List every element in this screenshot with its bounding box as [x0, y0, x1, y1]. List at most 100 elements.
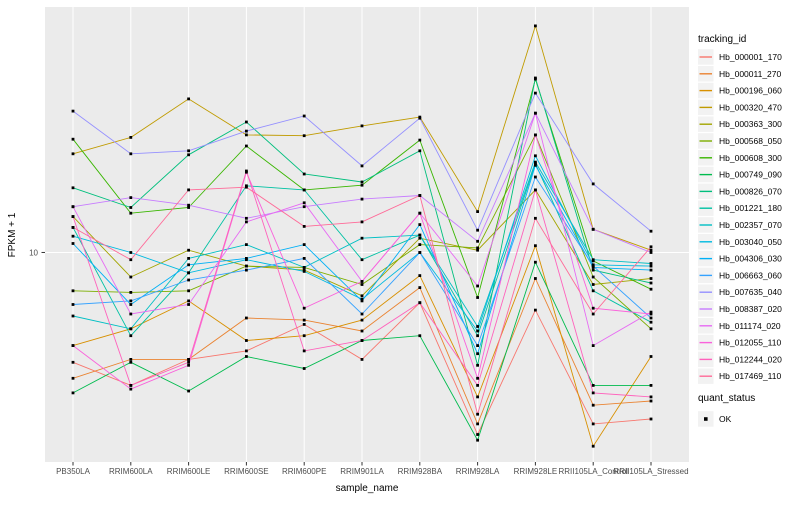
data-points: [71, 24, 653, 448]
data-point-Hb_007635_040: [71, 109, 75, 113]
x-tick-label: RRIM928LA: [456, 467, 500, 476]
data-point-Hb_006663_060: [591, 264, 595, 268]
legend-item-label: Hb_002357_070: [719, 220, 782, 230]
data-point-Hb_007635_040: [418, 116, 422, 120]
legend-quant-status: [698, 411, 714, 427]
data-point-Hb_000196_060: [534, 244, 537, 248]
data-point-Hb_000001_170: [534, 308, 537, 312]
legend-item-Hb_000001_170: Hb_000001_170: [698, 49, 782, 65]
data-point-Hb_004306_030: [360, 299, 364, 303]
data-point-Hb_008387_020: [129, 196, 133, 199]
data-point-Hb_002357_070: [302, 266, 306, 269]
y-axis-title: FPKM + 1: [7, 212, 18, 257]
legend-item-label: Hb_006663_060: [719, 270, 782, 280]
data-point-Hb_007635_040: [476, 228, 479, 232]
data-point-Hb_017469_110: [71, 226, 75, 229]
data-point-Hb_000568_050: [360, 283, 364, 286]
data-point-Hb_000363_300: [476, 248, 479, 252]
data-point-Hb_001221_180: [591, 289, 595, 293]
data-point-Hb_001221_180: [649, 320, 653, 324]
data-point-Hb_000001_170: [649, 417, 653, 421]
data-point-Hb_000363_300: [187, 248, 190, 252]
legend-item-Hb_000363_300: Hb_000363_300: [698, 116, 782, 132]
data-point-Hb_000568_050: [591, 275, 595, 279]
data-point-Hb_003040_050: [649, 264, 653, 268]
legend-item-Hb_000320_470: Hb_000320_470: [698, 99, 782, 116]
data-point-Hb_000568_050: [649, 327, 653, 331]
data-point-Hb_004306_030: [476, 352, 479, 356]
x-axis-title: sample_name: [336, 483, 399, 494]
data-point-Hb_006663_060: [71, 303, 75, 306]
data-point-Hb_011174_020: [476, 284, 479, 288]
data-point-Hb_007635_040: [360, 164, 364, 168]
data-point-Hb_000608_300: [476, 296, 479, 299]
data-point-Hb_000196_060: [649, 355, 653, 358]
legend-item-label: Hb_000826_070: [719, 186, 782, 196]
data-point-Hb_017469_110: [360, 220, 364, 224]
data-point-Hb_002357_070: [476, 325, 479, 328]
legend-item-label: Hb_003040_050: [719, 237, 782, 247]
data-point-Hb_012055_110: [649, 312, 653, 316]
legend-item-Hb_011174_020: Hb_011174_020: [698, 318, 781, 334]
legend-tracking-id: Hb_000001_170 Hb_000011_270 Hb_000196_060 H…: [698, 49, 782, 384]
data-point-Hb_000826_070: [302, 172, 306, 176]
data-point-Hb_011174_020: [302, 201, 306, 205]
x-tick-label: RRII105LA_Control: [559, 467, 629, 476]
data-point-Hb_000011_270: [129, 358, 133, 361]
data-point-Hb_004306_030: [649, 268, 653, 272]
data-point-Hb_000001_170: [302, 323, 306, 326]
data-point-Hb_000826_070: [649, 281, 653, 285]
legend-item-label: Hb_011174_020: [719, 321, 781, 331]
data-point-Hb_000826_070: [476, 363, 479, 367]
legend-item-Hb_000749_090: Hb_000749_090: [698, 166, 782, 183]
data-point-Hb_000320_470: [649, 248, 653, 252]
data-point-Hb_000011_270: [591, 403, 595, 407]
legend-item-label: Hb_000363_300: [719, 119, 782, 129]
data-point-Hb_012244_020: [302, 349, 306, 353]
legend-item-label: Hb_004306_030: [719, 254, 782, 264]
data-point-Hb_001221_180: [360, 258, 364, 262]
data-point-Hb_000363_300: [418, 236, 422, 240]
data-point-Hb_002357_070: [649, 262, 653, 265]
data-point-Hb_007635_040: [187, 149, 190, 153]
data-point-Hb_004306_030: [534, 163, 537, 167]
legend-item-Hb_002357_070: Hb_002357_070: [698, 217, 782, 233]
data-point-Hb_000320_470: [302, 134, 306, 138]
data-point-Hb_000749_090: [129, 360, 133, 364]
data-point-Hb_000568_050: [71, 289, 75, 293]
legend-item-Hb_007635_040: Hb_007635_040: [698, 284, 782, 300]
legend-item-label: Hb_000749_090: [719, 170, 782, 180]
data-point-Hb_002357_070: [591, 258, 595, 262]
data-point-Hb_008387_020: [302, 205, 306, 209]
legend-item-Hb_008387_020: Hb_008387_020: [698, 301, 782, 317]
legend-item-Hb_000608_300: Hb_000608_300: [698, 150, 782, 166]
data-point-Hb_002357_070: [129, 327, 133, 331]
data-point-Hb_000568_050: [418, 243, 422, 246]
data-point-Hb_012055_110: [302, 306, 306, 310]
data-point-Hb_000196_060: [187, 299, 190, 303]
data-point-Hb_000196_060: [245, 339, 248, 342]
data-point-Hb_000826_070: [534, 76, 537, 80]
data-point-Hb_002357_070: [418, 233, 422, 237]
data-point-Hb_017469_110: [245, 185, 248, 189]
x-tick-label: RRIM600PE: [282, 467, 326, 476]
legend-item-label: Hb_000608_300: [719, 153, 782, 163]
x-tick-label: RRIM600LA: [109, 467, 153, 476]
axis-ticks: [41, 251, 652, 466]
legend-item-Hb_003040_050: Hb_003040_050: [698, 234, 782, 250]
data-point-Hb_002357_070: [187, 257, 190, 260]
data-point-Hb_002357_070: [245, 243, 248, 246]
data-point-Hb_000749_090: [187, 389, 190, 393]
data-point-Hb_012055_110: [591, 306, 595, 310]
data-point-Hb_000749_090: [418, 334, 422, 338]
data-point-Hb_008387_020: [360, 197, 364, 201]
data-point-Hb_003040_050: [187, 271, 190, 275]
data-point-Hb_000749_090: [476, 438, 479, 442]
data-point-Hb_001221_180: [534, 162, 537, 166]
data-point-Hb_000749_090: [245, 355, 248, 358]
data-point-Hb_008387_020: [476, 239, 479, 243]
x-tick-label: RRIM901LA: [340, 467, 384, 476]
data-point-Hb_006663_060: [534, 175, 537, 179]
data-point-Hb_017469_110: [187, 188, 190, 192]
